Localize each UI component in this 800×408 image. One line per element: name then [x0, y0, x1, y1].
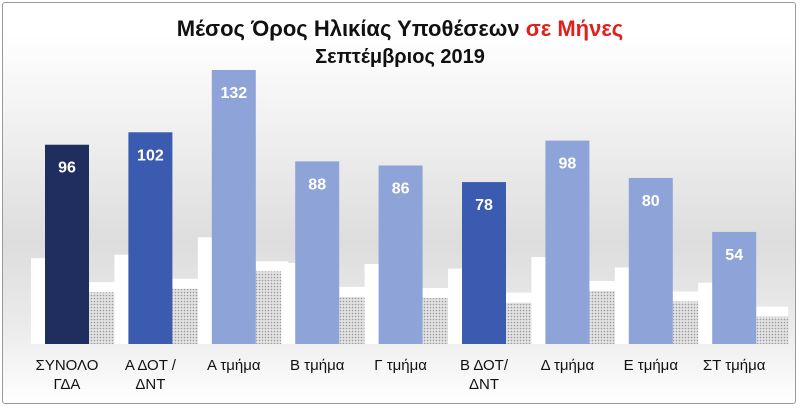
bar-shadow-top	[339, 286, 372, 297]
bar-shadow-light	[364, 264, 381, 344]
bar-shadow-light	[31, 258, 47, 344]
category-label: Α τμήμα	[207, 357, 261, 374]
bar-shadow-light	[531, 257, 548, 344]
bar-value-label: 96	[58, 160, 76, 177]
bar-value-label: 86	[392, 180, 410, 197]
bar-value-label: 98	[559, 156, 577, 173]
bar-shadow-light	[114, 254, 131, 344]
bar	[462, 182, 506, 344]
bar-value-label: 54	[725, 247, 743, 264]
bar-shadow-top	[589, 281, 622, 292]
bar-value-label: 88	[308, 176, 326, 193]
chart-title-highlight: σε Μήνες	[525, 16, 624, 41]
category-label: Ε τμήμα	[624, 357, 679, 374]
bar-shadow-top	[756, 306, 789, 317]
bar-value-label: 102	[137, 147, 164, 164]
chart-title-line1: Μέσος Όρος Ηλικίας Υποθέσεων σε Μήνες	[0, 16, 800, 42]
bar	[628, 177, 673, 344]
bar	[45, 144, 89, 344]
bar-shadow-light	[698, 282, 715, 344]
category-label: ΣΤ τμήμα	[703, 357, 766, 374]
bar-shadow-top	[89, 282, 121, 293]
chart-title-main: Μέσος Όρος Ηλικίας Υποθέσεων	[176, 16, 520, 41]
category-label: Γ τμήμα	[374, 357, 427, 374]
bar	[545, 140, 590, 344]
category-label: Β τμήμα	[290, 357, 345, 374]
bar-shadow-light	[448, 268, 464, 344]
bar-shadow-top	[255, 261, 288, 272]
bar-value-label: 132	[220, 85, 247, 102]
category-label: Δ τμήμα	[541, 357, 595, 374]
bar-shadow-top	[172, 278, 205, 289]
bar-shadow-light	[281, 262, 298, 344]
bar	[378, 165, 423, 344]
category-label: Α ΔΟΤ / ΔΝΤ	[125, 357, 177, 393]
bar-shadow-top	[506, 292, 538, 303]
bar	[211, 70, 256, 344]
category-label: ΣΥΝΟΛΟ ΓΔΑ	[36, 357, 99, 393]
bar	[128, 132, 173, 344]
bar	[712, 231, 757, 344]
bar-value-label: 80	[642, 193, 660, 210]
category-label: Β ΔΟΤ/ΔΝΤ	[460, 357, 509, 393]
bar-value-label: 78	[475, 197, 493, 214]
bar-shadow-top	[672, 291, 705, 302]
bar-shadow-light	[197, 237, 214, 344]
bar-shadow-top	[422, 288, 455, 299]
bar	[295, 161, 340, 344]
chart-title-line2: Σεπτέμβριος 2019	[315, 46, 485, 68]
bar-shadow-light	[614, 267, 631, 344]
bar-shadow-dotted	[756, 316, 789, 344]
